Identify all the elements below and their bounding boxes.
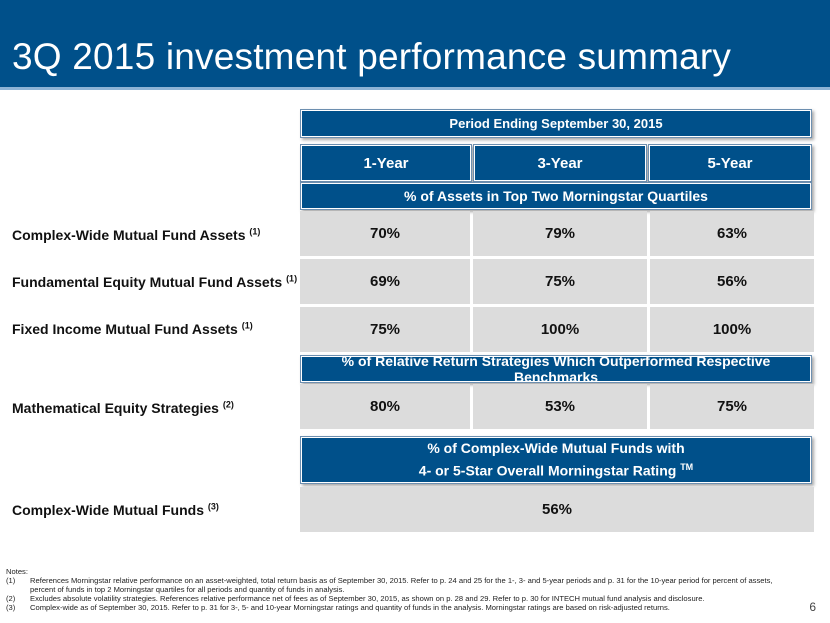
table-cell: 100%	[473, 307, 647, 352]
period-header-text: Period Ending September 30, 2015	[449, 116, 663, 131]
page-title: 3Q 2015 investment performance summary	[12, 36, 732, 77]
row-label-fixed-income: Fixed Income Mutual Fund Assets (1)	[12, 320, 253, 337]
trademark-mark: TM	[680, 462, 694, 473]
footnote-ref: (3)	[207, 501, 219, 512]
column-header-3-year: 3-Year	[475, 146, 645, 180]
table-cell: 70%	[300, 211, 470, 256]
table-cell: 69%	[300, 259, 470, 304]
title-divider	[0, 87, 830, 90]
section-header-relative-return: % of Relative Return Strategies Which Ou…	[302, 353, 810, 385]
footnote-item: (3) Complex-wide as of September 30, 201…	[6, 603, 670, 612]
table-cell: 79%	[473, 211, 647, 256]
section-header-text: % of Relative Return Strategies Which Ou…	[341, 353, 771, 385]
footnote-item: (1) References Morningstar relative perf…	[6, 576, 773, 594]
footnote-ref: (1)	[241, 320, 253, 331]
footnote-item: (2) Excludes absolute volatility strateg…	[6, 594, 705, 603]
row-label-complex-wide-assets: Complex-Wide Mutual Fund Assets (1)	[12, 226, 261, 243]
table-cell: 56%	[650, 259, 814, 304]
section-header-line2: 4- or 5-Star Overall Morningstar Rating …	[418, 462, 694, 479]
period-header: Period Ending September 30, 2015	[302, 111, 810, 136]
column-header-label: 1-Year	[363, 154, 409, 172]
section-header-star-rating: % of Complex-Wide Mutual Funds with 4- o…	[302, 438, 810, 482]
notes-label: Notes:	[6, 567, 28, 576]
page-number: 6	[809, 600, 816, 614]
section-header-line1: % of Complex-Wide Mutual Funds with	[427, 440, 685, 457]
table-cell: 63%	[650, 211, 814, 256]
table-cell-merged: 56%	[300, 487, 814, 532]
title-bar: 3Q 2015 investment performance summary	[0, 0, 830, 87]
row-label-mathematical-equity: Mathematical Equity Strategies (2)	[12, 399, 234, 416]
footnote-ref: (1)	[286, 273, 298, 284]
footnote-ref: (2)	[222, 399, 234, 410]
table-cell: 75%	[473, 259, 647, 304]
footnote-ref: (1)	[249, 226, 261, 237]
column-header-5-year: 5-Year	[650, 146, 810, 180]
footnotes: Notes: (1) References Morningstar relati…	[6, 567, 796, 612]
table-cell: 53%	[473, 384, 647, 429]
table-cell: 75%	[650, 384, 814, 429]
table-cell: 75%	[300, 307, 470, 352]
section-header-text: % of Assets in Top Two Morningstar Quart…	[404, 188, 708, 204]
column-header-label: 3-Year	[537, 154, 583, 172]
row-label-complex-wide-funds: Complex-Wide Mutual Funds (3)	[12, 501, 219, 518]
section-header-assets: % of Assets in Top Two Morningstar Quart…	[302, 184, 810, 208]
table-cell: 100%	[650, 307, 814, 352]
table-cell: 80%	[300, 384, 470, 429]
column-header-1-year: 1-Year	[302, 146, 470, 180]
column-header-label: 5-Year	[707, 154, 753, 172]
row-label-fundamental-equity: Fundamental Equity Mutual Fund Assets (1…	[12, 273, 298, 290]
